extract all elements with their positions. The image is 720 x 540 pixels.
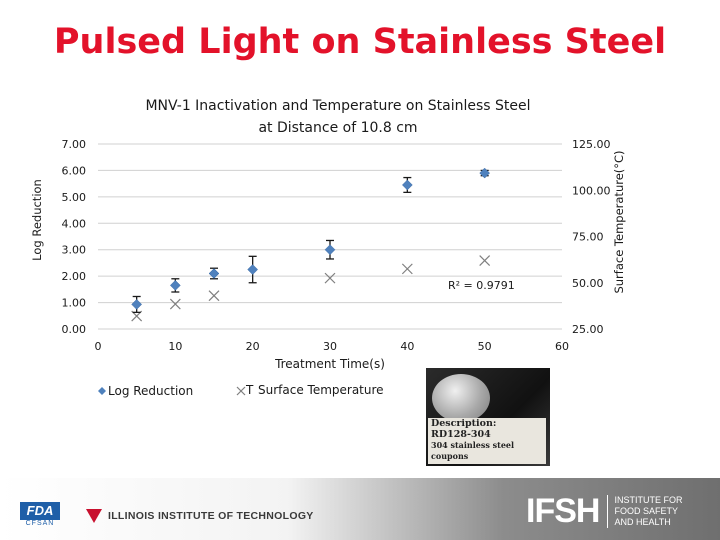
chart-title: MNV-1 Inactivation and Temperature on St…: [145, 98, 530, 114]
y-left-axis-label: Log Reduction: [30, 179, 44, 261]
x-tick-label: 10: [168, 340, 182, 353]
temperature-point-stroke: [208, 290, 220, 302]
fda-cfsan-logo: FDA CFSAN: [20, 502, 60, 530]
legend-temp-label: Surface Temperature: [258, 383, 384, 397]
description-heading: Description:: [431, 418, 497, 429]
temperature-point-stroke: [401, 263, 413, 275]
log-reduction-point: [169, 280, 181, 291]
axis-ticks: 0.00 1.00 2.00 3.00 4.00 5.00 6.00 7.00 25.00 50.…: [62, 138, 611, 353]
y-right-tick-label: 100.00: [572, 184, 611, 197]
temperature-point: [208, 290, 220, 302]
log-reduction-point: [401, 179, 413, 191]
log-reduction-point: [324, 244, 336, 256]
description-text: 304 stainless steel coupons: [431, 440, 515, 461]
cfsan-label: CFSAN: [25, 520, 55, 527]
stainless-steel-coupon-photo: Description: RD128-304 304 stainless ste…: [426, 368, 550, 466]
x-tick-label: 60: [555, 340, 569, 353]
ifsh-subtitle: INSTITUTE FOR FOOD SAFETY AND HEALTH: [607, 494, 684, 528]
x-axis-label: Treatment Time(s): [274, 357, 385, 371]
chart-gridlines: [98, 143, 562, 330]
ifsh-logo: IFSH INSTITUTE FOR FOOD SAFETY AND HEALT…: [526, 488, 684, 534]
r-squared-annotation: R² = 0.9791: [448, 279, 515, 292]
x-tick-label: 0: [95, 340, 102, 353]
log-reduction-point: [131, 299, 143, 310]
temperature-point: [324, 272, 336, 284]
legend-diamond-marker: [98, 387, 106, 395]
chart-subtitle: at Distance of 10.8 cm: [258, 120, 417, 136]
y-left-tick-label: 6.00: [62, 164, 87, 177]
ifsh-mark: IFSH: [526, 491, 600, 530]
slide-title: Pulsed Light on Stainless Steel: [53, 22, 667, 62]
description-card: Description: RD128-304 304 stainless ste…: [428, 418, 546, 464]
y-right-tick-label: 50.00: [572, 277, 604, 290]
x-tick-label: 50: [478, 340, 492, 353]
y-left-tick-label: 4.00: [62, 217, 87, 230]
steel-coupon-disc: [432, 374, 490, 422]
y-left-tick-label: 5.00: [62, 191, 87, 204]
log-reduction-point: [479, 167, 491, 179]
legend: Log Reduction T Surface Temperature: [98, 383, 384, 398]
description-code: RD128-304: [431, 429, 491, 440]
legend-x-marker: [236, 386, 246, 396]
iit-logo: ILLINOIS INSTITUTE OF TECHNOLOGY: [86, 506, 314, 526]
log-reduction-point: [247, 264, 259, 275]
y-right-tick-label: 25.00: [572, 323, 604, 336]
y-left-tick-label: 7.00: [62, 138, 87, 151]
y-left-tick-label: 1.00: [62, 297, 87, 310]
iit-shield-icon: [86, 509, 102, 523]
chart: MNV-1 Inactivation and Temperature on St…: [30, 98, 626, 398]
ifsh-sub-line: AND HEALTH: [614, 516, 671, 527]
temperature-point: [169, 298, 181, 310]
log-reduction-point: [208, 268, 220, 279]
ifsh-sub-line: FOOD SAFETY: [614, 505, 678, 516]
x-tick-label: 20: [246, 340, 260, 353]
y-left-tick-label: 0.00: [62, 323, 87, 336]
temperature-point: [401, 263, 413, 275]
y-right-tick-label: 125.00: [572, 138, 611, 151]
iit-name: ILLINOIS INSTITUTE OF TECHNOLOGY: [108, 510, 314, 522]
y-right-axis-label: Surface Temperature(°C): [612, 150, 626, 293]
x-tick-label: 40: [400, 340, 414, 353]
y-left-tick-label: 3.00: [62, 244, 87, 257]
y-right-tick-label: 75.00: [572, 231, 604, 244]
x-tick-label: 30: [323, 340, 337, 353]
temperature-point-stroke: [324, 272, 336, 284]
temperature-point-stroke: [479, 255, 491, 266]
fda-logo-mark: FDA: [20, 502, 60, 520]
temperature-point: [479, 255, 491, 266]
chart-marks: [131, 167, 491, 322]
y-left-tick-label: 2.00: [62, 270, 87, 283]
legend-log-label: Log Reduction: [108, 384, 193, 398]
legend-temp-marker-text: T: [245, 383, 254, 397]
footer-bar: FDA CFSAN ILLINOIS INSTITUTE OF TECHNOLO…: [0, 478, 720, 540]
temperature-point-stroke: [169, 298, 181, 310]
ifsh-sub-line: INSTITUTE FOR: [614, 494, 683, 505]
